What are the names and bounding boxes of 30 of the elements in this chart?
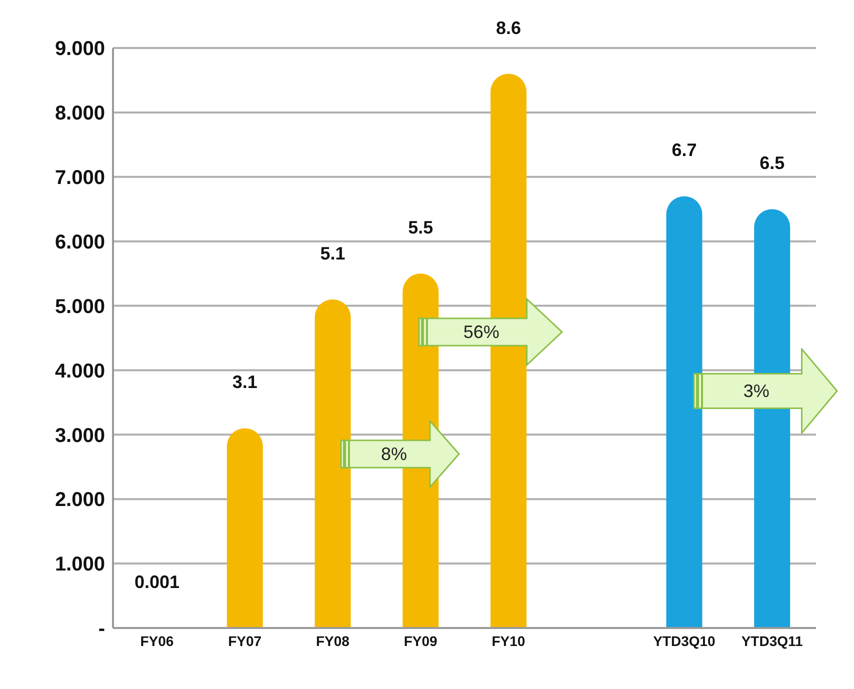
- data-label: 6.7: [672, 140, 697, 160]
- data-label: 6.5: [760, 153, 785, 174]
- data-label: 0.001: [134, 572, 180, 592]
- x-tick-label: FY08: [316, 632, 350, 649]
- y-tick-label: 1.000: [54, 554, 105, 576]
- y-tick-label: 5.000: [54, 296, 105, 318]
- bar: [226, 428, 263, 628]
- y-tick-label: 3.000: [54, 424, 105, 447]
- data-label: 8.6: [496, 18, 522, 38]
- x-tick-label: YTD3Q11: [741, 632, 804, 649]
- x-tick-label: FY10: [492, 632, 526, 649]
- bar: [314, 299, 351, 628]
- bar: [666, 196, 702, 628]
- y-tick-label: 7.000: [54, 166, 105, 189]
- y-tick-label: 9.000: [54, 38, 105, 60]
- x-tick-label: FY09: [404, 632, 438, 649]
- y-tick-label: 2.000: [54, 489, 105, 512]
- x-tick-label: FY06: [140, 632, 174, 649]
- annotation: 3%: [742, 380, 770, 402]
- y-tick-label: 8.000: [54, 102, 105, 125]
- y-tick-label: -: [98, 618, 105, 640]
- x-tick-label: FY07: [228, 632, 262, 649]
- annotation: 8%: [380, 442, 408, 466]
- y-tick-label: 4.000: [54, 360, 105, 382]
- annotation: 56%: [462, 320, 500, 344]
- y-tick-label: 6.000: [54, 231, 105, 254]
- data-label: 5.1: [320, 243, 346, 264]
- data-label: 3.1: [232, 372, 258, 392]
- x-tick-label: YTD3Q10: [653, 632, 716, 649]
- data-label: 5.5: [408, 218, 434, 238]
